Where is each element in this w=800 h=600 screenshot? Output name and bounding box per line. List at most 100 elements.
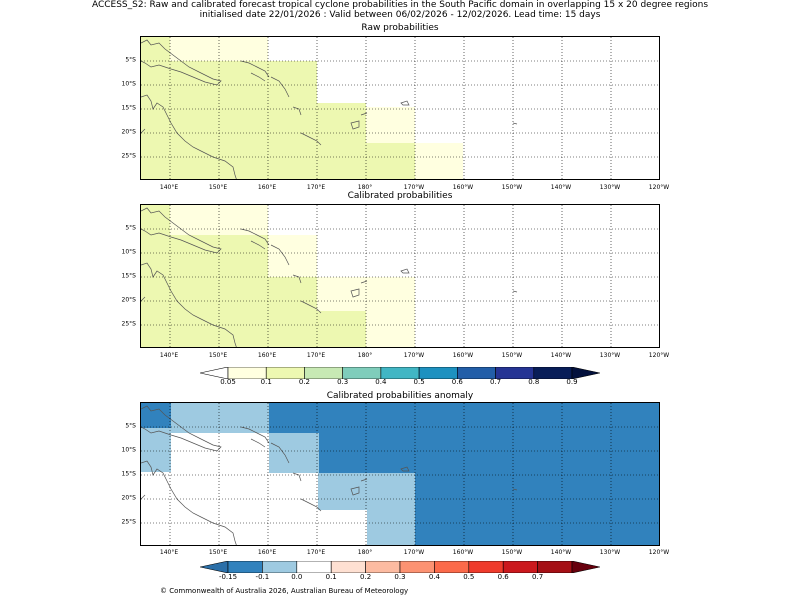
colorbar-tick-label: -0.1 — [255, 573, 270, 581]
coastline — [292, 274, 302, 284]
calibrated-probabilities-map — [140, 204, 660, 348]
longitude-tick-label: 140°E — [159, 549, 179, 556]
latitude-tick-label: 20°S — [121, 128, 136, 136]
copyright-notice: © Commonwealth of Australia 2026, Austra… — [160, 587, 409, 595]
probability-region — [141, 428, 171, 472]
probability-region — [268, 235, 317, 277]
colorbar-tick-label: 0.1 — [260, 378, 272, 386]
probability-region — [366, 107, 415, 143]
colorbar-svg — [199, 560, 601, 574]
colorbar-tick-label: 0.3 — [394, 573, 406, 581]
coastline — [512, 122, 518, 125]
coastline — [400, 100, 410, 106]
coastline — [512, 290, 518, 293]
latitude-tick-label: 10°S — [121, 248, 136, 256]
longitude-tick-label: 180° — [357, 352, 373, 359]
colorbar-tick-label: 0.2 — [360, 573, 372, 581]
probability-region — [269, 473, 318, 545]
colorbar-tick-label: 0.6 — [451, 378, 463, 386]
latitude-tick-label: 10°S — [121, 446, 136, 454]
figure-title-line1: ACCESS_S2: Raw and calibrated forecast t… — [91, 0, 709, 10]
longitude-tick-label: 180° — [357, 184, 373, 191]
map-svg — [141, 205, 659, 347]
coastline — [240, 228, 270, 246]
latitude-tick-label: 25°S — [121, 152, 136, 160]
longitude-tick-label: 120°W — [648, 352, 670, 359]
y-axis-labels-raw: 5°S 10°S 15°S 20°S 25°S — [100, 36, 136, 180]
longitude-tick-label: 160°W — [452, 184, 474, 191]
longitude-tick-label: 130°W — [599, 352, 621, 359]
probability-region — [269, 433, 319, 473]
longitude-tick-label: 170°W — [403, 352, 425, 359]
probability-region — [367, 510, 415, 545]
longitude-tick-label: 150°E — [208, 184, 228, 191]
longitude-tick-label: 140°E — [159, 184, 179, 191]
probability-colorbar-labels: 0.05 0.1 0.2 0.3 0.4 0.5 0.6 0.7 0.8 0.9 — [200, 378, 600, 388]
probability-anomaly-map — [140, 402, 660, 546]
coastline — [250, 240, 266, 250]
colorbar-segment — [468, 560, 504, 574]
colorbar-tick-label: 0.5 — [463, 573, 475, 581]
latitude-tick-label: 15°S — [121, 104, 136, 112]
colorbar-over-arrow — [571, 560, 601, 574]
longitude-tick-label: 170°W — [403, 549, 425, 556]
coastline — [141, 39, 222, 86]
coastline — [292, 472, 302, 482]
colorbar-segment — [330, 560, 366, 574]
coastline — [240, 60, 270, 78]
probability-region — [268, 277, 317, 347]
coastline — [350, 120, 360, 130]
colorbar-under-arrow — [199, 560, 229, 574]
coastline — [360, 478, 368, 482]
colorbar-segment — [262, 560, 298, 574]
latitude-tick-label: 15°S — [121, 470, 136, 478]
colorbar-tick-label: 0.3 — [337, 378, 349, 386]
map-svg — [141, 403, 659, 545]
latitude-tick-label: 5°S — [125, 56, 136, 64]
coastline — [250, 72, 266, 82]
probability-region — [268, 37, 659, 67]
colorbar-svg — [199, 366, 601, 380]
probability-region — [318, 473, 415, 510]
colorbar-tick-label: 0.4 — [428, 573, 440, 581]
coastline — [250, 438, 266, 448]
colorbar-segment — [399, 560, 435, 574]
colorbar-tick-label: 0.4 — [375, 378, 387, 386]
probability-region — [141, 205, 170, 235]
latitude-tick-label: 15°S — [121, 272, 136, 280]
coastline — [300, 498, 322, 512]
colorbar-segment — [365, 560, 401, 574]
probability-region — [268, 103, 366, 179]
longitude-tick-label: 170°W — [403, 184, 425, 191]
coastline — [141, 494, 146, 500]
colorbar-segment — [227, 560, 263, 574]
longitude-tick-label: 150°E — [208, 549, 228, 556]
longitude-tick-label: 120°W — [648, 184, 670, 191]
colorbar-tick-label: 0.7 — [532, 573, 544, 581]
coastline — [360, 280, 368, 284]
longitude-tick-label: 170°E — [306, 352, 326, 359]
coastline — [360, 112, 368, 116]
longitude-tick-label: 140°W — [550, 352, 572, 359]
colorbar-tick-label: 0.05 — [220, 378, 236, 386]
probability-region — [171, 403, 269, 433]
longitude-tick-label: 130°W — [599, 184, 621, 191]
map-svg — [141, 37, 659, 179]
coastline — [141, 207, 222, 254]
coastline — [141, 128, 146, 134]
raw-probabilities-map — [140, 36, 660, 180]
longitude-tick-label: 150°E — [208, 352, 228, 359]
figure-title-line2: initialised date 22/01/2026 : Valid betw… — [199, 10, 601, 20]
colorbar-segment — [502, 560, 538, 574]
probability-colorbar — [199, 364, 601, 380]
longitude-tick-label: 130°W — [599, 549, 621, 556]
colorbar-segment — [434, 560, 470, 574]
colorbar-tick-label: 0.5 — [413, 378, 425, 386]
longitude-tick-label: 160°W — [452, 549, 474, 556]
panel-title-raw: Raw probabilities — [361, 23, 439, 33]
coastline — [350, 288, 360, 298]
coastline — [141, 296, 146, 302]
colorbar-tick-label: 0.9 — [566, 378, 578, 386]
longitude-tick-label: 140°W — [550, 549, 572, 556]
latitude-tick-label: 20°S — [121, 296, 136, 304]
